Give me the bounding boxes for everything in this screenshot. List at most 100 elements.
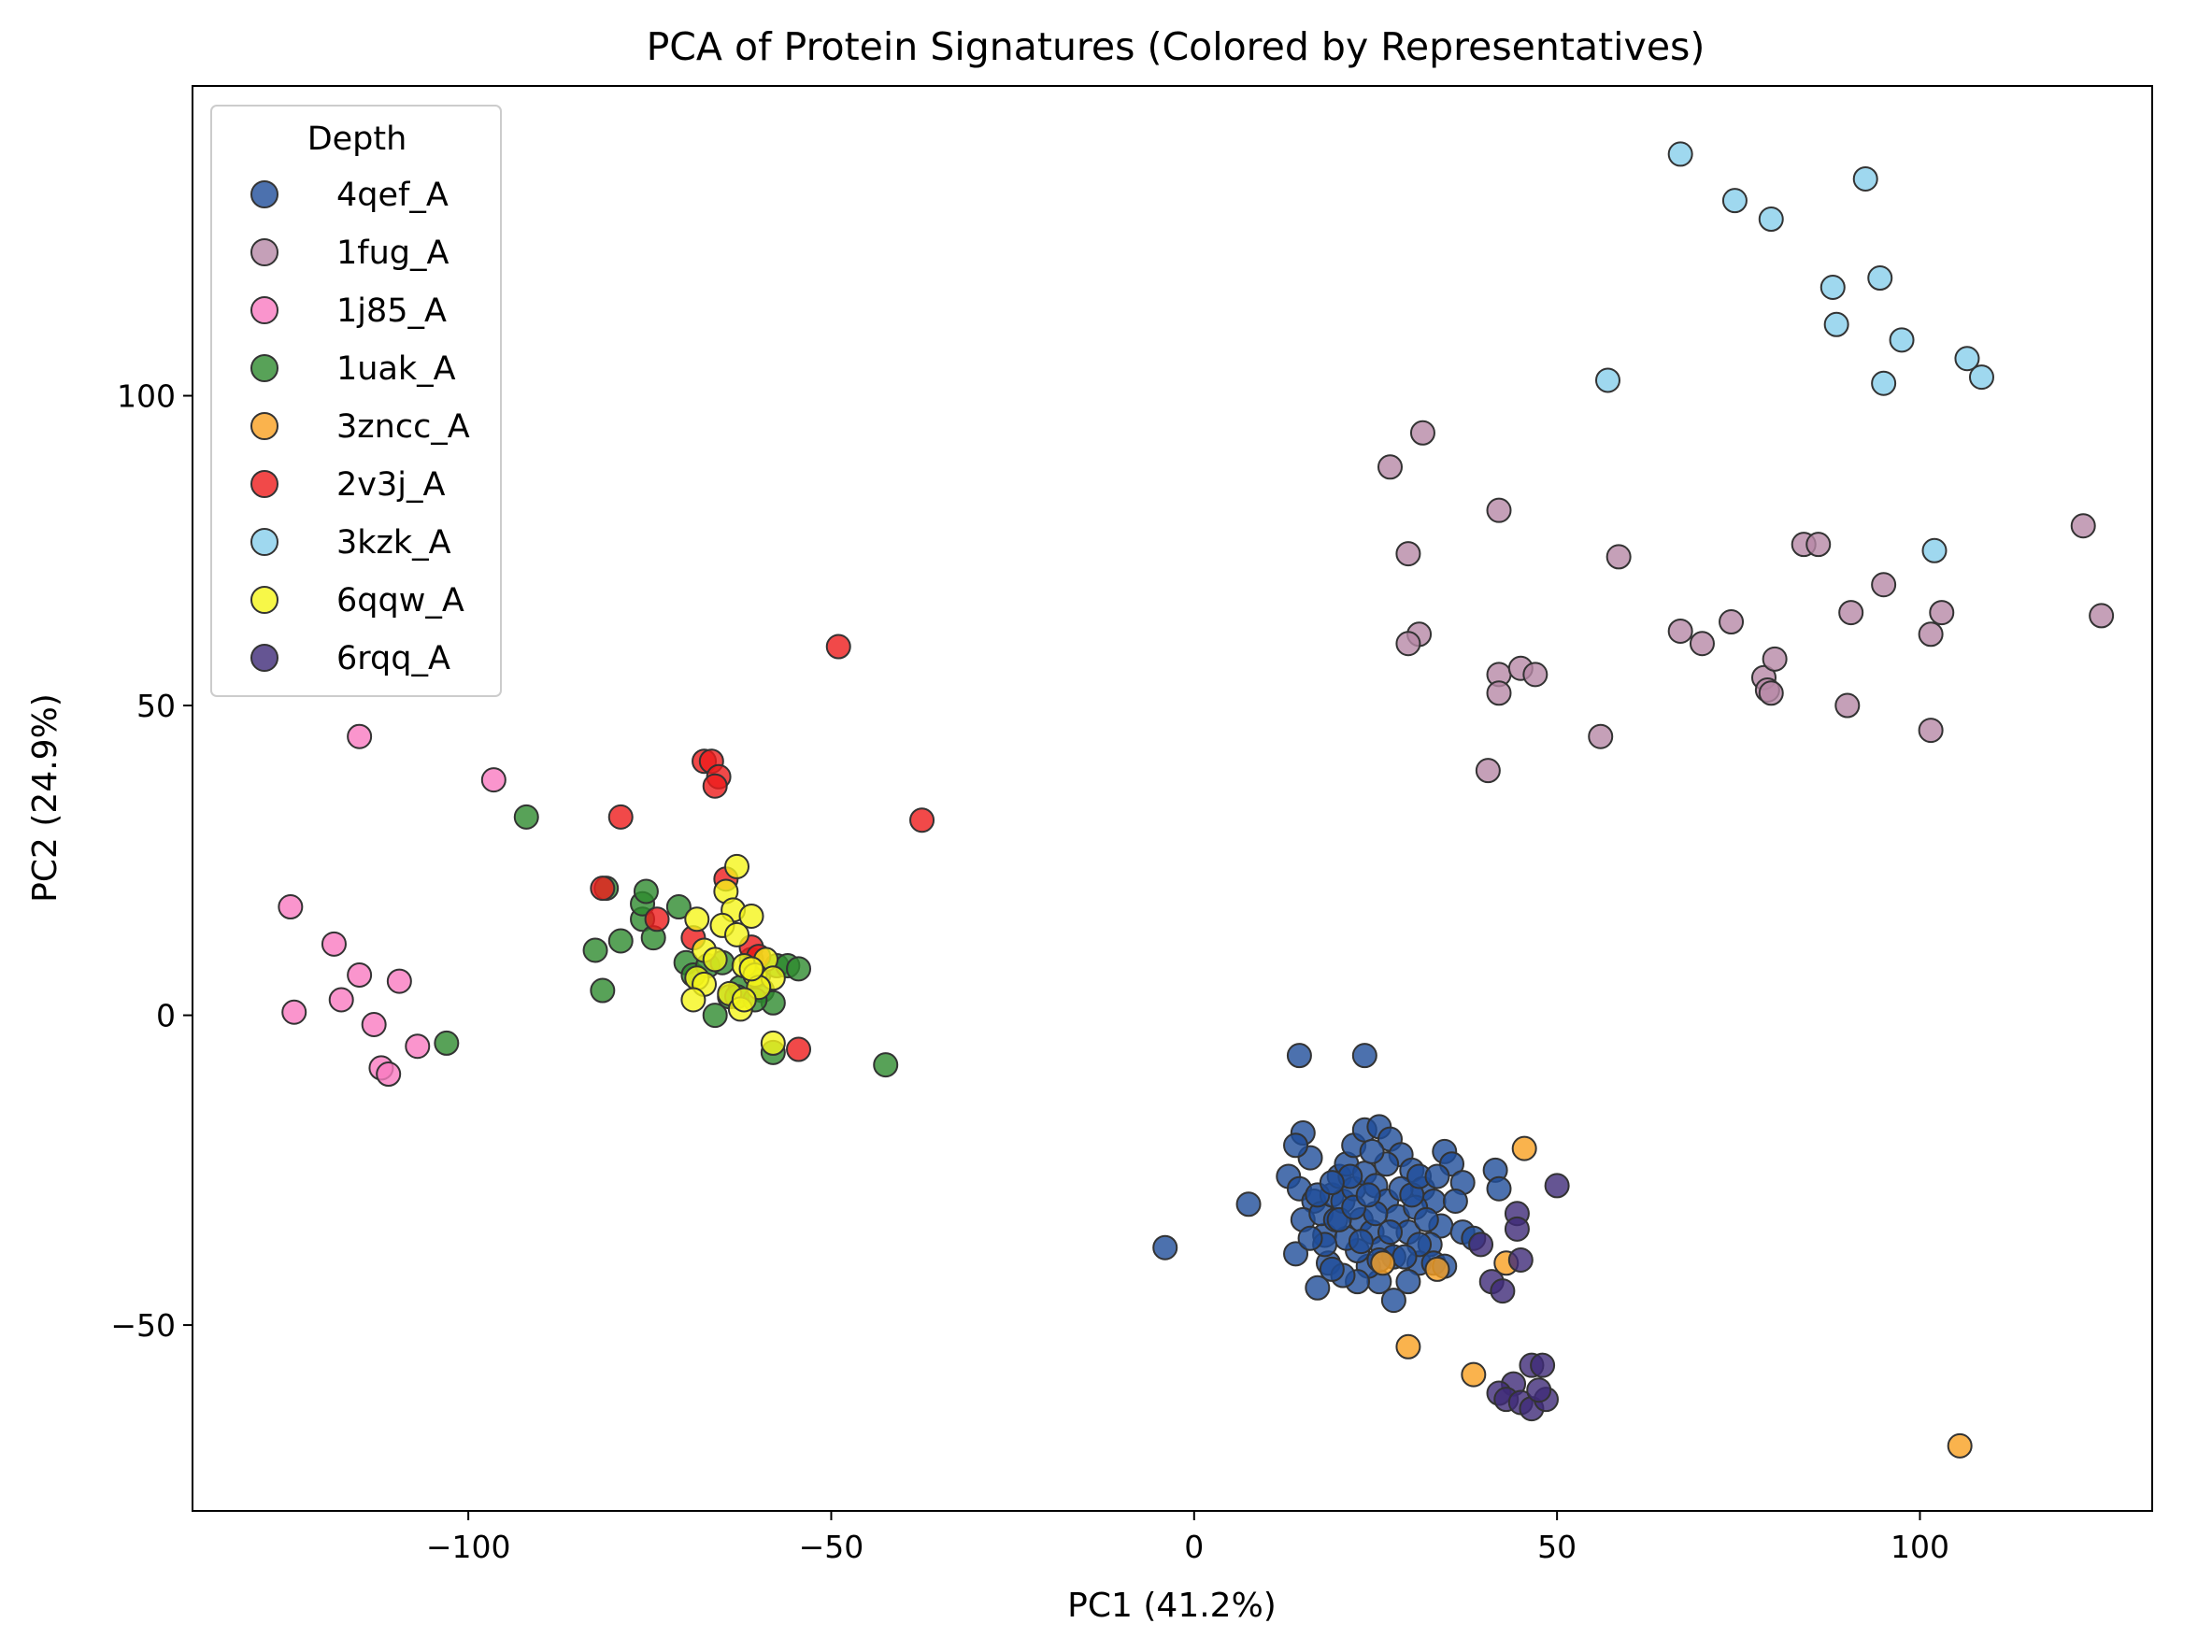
legend-marker: [250, 238, 278, 266]
data-point: [321, 931, 347, 957]
data-point: [684, 906, 710, 933]
data-point: [1867, 265, 1893, 292]
plot-area-frame: [192, 85, 2153, 1512]
data-point: [1424, 1163, 1450, 1189]
series-3kzk_A: [1595, 141, 1994, 563]
legend-item: 1uak_A: [250, 350, 456, 388]
data-point: [480, 767, 507, 793]
y-axis-ticks: −50 0 50 100: [110, 378, 193, 1344]
x-tick-label: −50: [799, 1529, 864, 1565]
data-point: [702, 947, 728, 973]
data-point: [607, 804, 634, 830]
data-point: [731, 987, 757, 1013]
legend-label: 4qef_A: [336, 177, 449, 214]
data-point: [1319, 1170, 1345, 1196]
data-point: [347, 961, 373, 988]
data-point: [590, 876, 616, 902]
data-point: [1762, 646, 1788, 672]
data-point: [786, 956, 812, 982]
y-tick-label: 100: [117, 378, 176, 415]
data-point: [1511, 1135, 1537, 1161]
data-point: [1820, 274, 1846, 300]
data-point: [1968, 364, 1994, 391]
x-axis-ticks: −100 −50 0 50 100: [426, 1511, 1949, 1565]
data-point: [1377, 454, 1403, 480]
legend-item: 1j85_A: [250, 292, 447, 330]
data-point: [513, 804, 539, 830]
data-point: [873, 1052, 899, 1078]
data-point: [909, 807, 935, 833]
data-point: [1758, 206, 1784, 233]
data-point: [1395, 1333, 1421, 1360]
data-point: [376, 1061, 402, 1088]
legend-item: 6qqw_A: [250, 582, 464, 620]
y-tick-label: −50: [110, 1307, 176, 1344]
data-point: [1283, 1241, 1309, 1267]
data-point: [1526, 1377, 1552, 1403]
x-tick-label: 50: [1537, 1529, 1577, 1565]
data-point: [1605, 544, 1632, 570]
data-point: [590, 977, 616, 1004]
legend-marker: [250, 586, 278, 614]
data-point: [1871, 572, 1897, 598]
data-point: [1442, 1188, 1468, 1214]
data-point: [1486, 680, 1512, 706]
data-point: [1475, 758, 1501, 784]
data-point: [1595, 367, 1620, 393]
data-point: [1889, 327, 1915, 353]
data-point: [1823, 311, 1849, 337]
legend-marker: [250, 354, 278, 382]
data-point: [1424, 1256, 1450, 1282]
data-point: [1852, 165, 1878, 192]
data-point: [1929, 600, 1955, 626]
series-1j85_A: [278, 723, 507, 1088]
data-point: [2070, 513, 2096, 539]
data-point: [1297, 1225, 1323, 1251]
data-point: [328, 987, 354, 1013]
data-point: [1351, 1043, 1377, 1069]
legend-marker: [250, 470, 278, 498]
data-point: [386, 968, 412, 994]
legend-box: [210, 105, 502, 697]
x-axis-label: PC1 (41.2%): [1067, 1587, 1277, 1625]
x-tick-label: −100: [426, 1529, 511, 1565]
data-point: [1235, 1191, 1262, 1218]
data-point: [1152, 1234, 1178, 1260]
series-1uak_A: [434, 804, 899, 1078]
data-point: [1871, 370, 1897, 396]
data-point: [1667, 141, 1693, 167]
data-point: [786, 1036, 812, 1062]
data-point: [1319, 1256, 1345, 1282]
legend-marker: [250, 644, 278, 672]
legend-item: 1fug_A: [250, 235, 449, 272]
data-point: [1758, 680, 1784, 706]
data-point: [1395, 1269, 1421, 1295]
legend-item: 4qef_A: [250, 177, 449, 214]
data-point: [738, 956, 764, 982]
legend-title: Depth: [307, 121, 407, 158]
series-1fug_A: [1377, 420, 2115, 784]
data-point: [1468, 1232, 1494, 1258]
data-point: [1377, 1219, 1403, 1246]
data-point: [1834, 692, 1861, 719]
data-point: [825, 634, 851, 660]
series-6rqq_A: [1468, 1173, 1570, 1422]
series-6qqw_A: [680, 853, 786, 1056]
data-point: [1286, 1043, 1312, 1069]
data-point: [1689, 631, 1715, 657]
data-point: [1947, 1432, 1973, 1459]
legend-item: 2v3j_A: [250, 466, 445, 504]
data-point: [1667, 618, 1693, 644]
data-point: [680, 987, 706, 1013]
data-point: [1409, 420, 1435, 446]
points-layer: [278, 141, 2115, 1459]
legend-marker: [250, 296, 278, 324]
legend-label: 6qqw_A: [336, 582, 464, 620]
data-point: [1921, 537, 1948, 563]
data-point: [1507, 1246, 1534, 1273]
legend-label: 3kzk_A: [336, 524, 451, 562]
data-point: [607, 928, 634, 954]
data-point: [582, 937, 608, 963]
data-point: [702, 773, 728, 799]
